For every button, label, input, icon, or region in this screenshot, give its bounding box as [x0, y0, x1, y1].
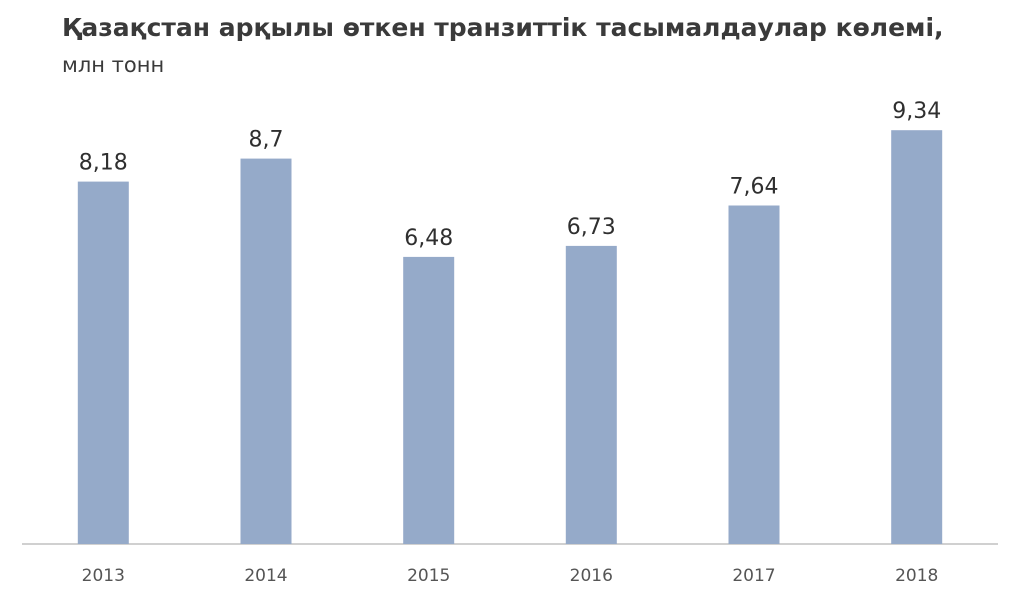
value-label-2013: 8,18	[79, 151, 128, 176]
value-label-2018: 9,34	[892, 99, 941, 124]
bar-2014	[240, 158, 292, 544]
x-tick-label-2013: 2013	[82, 566, 125, 586]
chart-subtitle: млн тонн	[62, 53, 165, 77]
bar-2018	[891, 130, 943, 544]
bars-layer: 8,18 2013 8,7 2014 6,48 2015 6,73 2016 7,64 2017 9…	[77, 99, 943, 586]
chart-title: Қазақстан арқылы өткен транзиттік тасыма…	[62, 13, 944, 42]
value-label-2015: 6,48	[404, 226, 453, 251]
bar-2015	[403, 256, 455, 544]
x-tick-label-2018: 2018	[895, 566, 938, 586]
x-tick-label-2017: 2017	[732, 566, 775, 586]
value-label-2016: 6,73	[567, 215, 616, 240]
bar-2013	[77, 181, 129, 544]
bar-2017	[728, 205, 780, 544]
x-tick-label-2015: 2015	[407, 566, 450, 586]
bar-2016	[565, 245, 617, 544]
value-label-2014: 8,7	[249, 128, 284, 153]
value-label-2017: 7,64	[730, 175, 779, 200]
x-tick-label-2014: 2014	[244, 566, 287, 586]
x-tick-label-2016: 2016	[570, 566, 613, 586]
